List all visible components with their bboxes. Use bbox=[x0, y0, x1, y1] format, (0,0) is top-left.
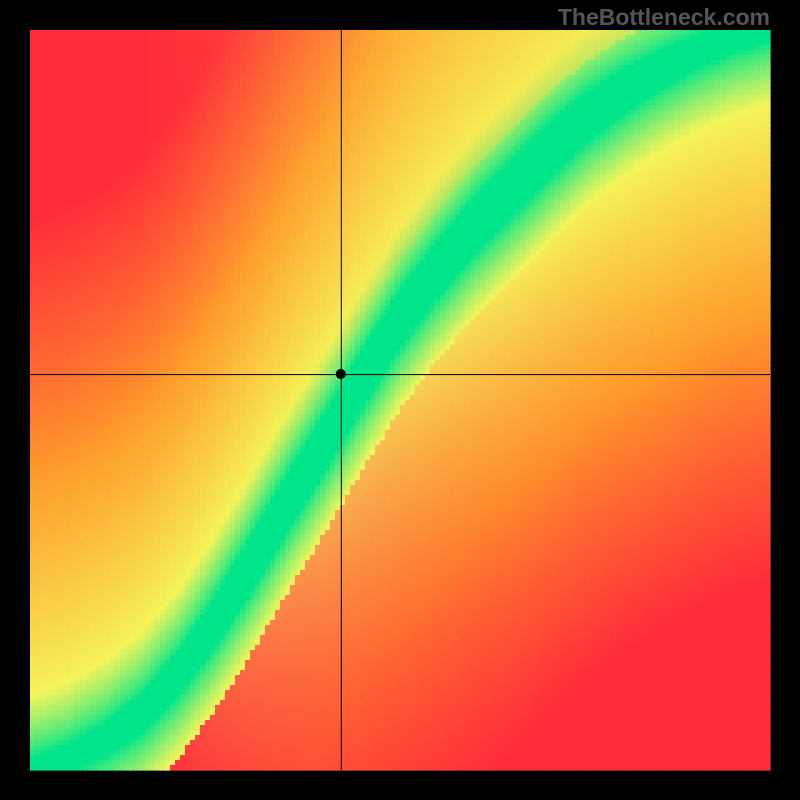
bottleneck-heatmap bbox=[0, 0, 800, 800]
watermark-label: TheBottleneck.com bbox=[558, 4, 770, 31]
chart-stage: TheBottleneck.com bbox=[0, 0, 800, 800]
